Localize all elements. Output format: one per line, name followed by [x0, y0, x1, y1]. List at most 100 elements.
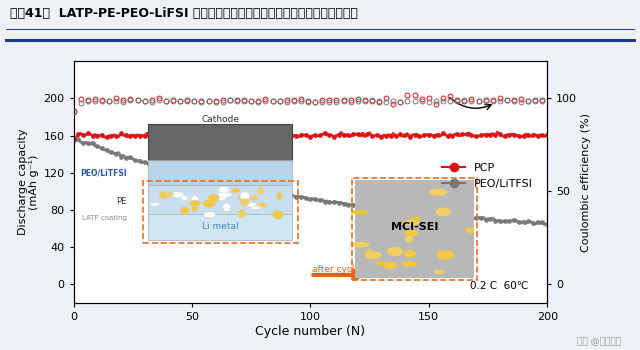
Y-axis label: Discharge capacity
(mAh g⁻¹): Discharge capacity (mAh g⁻¹)	[18, 129, 39, 235]
Point	[272, 190, 282, 196]
Point	[467, 133, 477, 138]
Point	[410, 210, 420, 215]
Point	[83, 131, 93, 136]
Point	[452, 214, 462, 219]
Point	[220, 181, 230, 187]
Point	[272, 131, 282, 137]
Point	[196, 131, 207, 137]
Point	[106, 149, 116, 155]
Point	[83, 141, 93, 146]
Point	[88, 140, 98, 145]
Point	[538, 132, 548, 138]
Point	[490, 133, 500, 138]
Point	[362, 205, 372, 211]
Point	[258, 188, 268, 193]
Point	[97, 132, 107, 138]
Point	[504, 133, 515, 138]
Point	[234, 132, 244, 138]
Point	[518, 219, 529, 224]
Point	[414, 134, 424, 139]
Point	[542, 221, 552, 227]
Point	[333, 132, 344, 138]
Point	[495, 132, 505, 137]
Point	[177, 133, 188, 138]
Point	[438, 213, 448, 218]
Point	[428, 133, 438, 139]
Point	[471, 133, 481, 139]
Point	[286, 133, 296, 139]
Point	[296, 195, 306, 200]
Point	[201, 133, 211, 139]
Point	[538, 219, 548, 225]
Point	[457, 215, 467, 220]
Point	[433, 132, 444, 138]
Point	[159, 134, 169, 139]
Point	[419, 211, 429, 217]
Point	[215, 134, 225, 139]
Point	[353, 203, 363, 208]
Point	[329, 134, 339, 140]
Point	[177, 171, 188, 176]
Point	[225, 132, 235, 138]
Point	[262, 190, 273, 195]
Point	[528, 220, 538, 226]
Point	[187, 172, 197, 177]
Point	[301, 195, 311, 201]
Point	[305, 197, 316, 202]
Point	[191, 173, 202, 178]
Point	[168, 167, 178, 173]
Point	[357, 202, 367, 208]
Point	[140, 160, 150, 165]
Point	[97, 146, 107, 151]
X-axis label: Cycle number (N): Cycle number (N)	[255, 324, 365, 337]
Point	[268, 191, 278, 197]
Point	[542, 132, 552, 138]
Point	[476, 215, 486, 221]
Point	[504, 218, 515, 224]
Point	[102, 147, 112, 153]
Point	[206, 176, 216, 182]
Point	[230, 182, 240, 188]
Point	[220, 131, 230, 137]
Point	[333, 200, 344, 205]
Point	[324, 199, 335, 205]
Point	[509, 132, 519, 137]
Point	[319, 199, 330, 204]
Point	[277, 192, 287, 197]
Point	[211, 178, 221, 184]
Point	[400, 132, 410, 138]
Point	[301, 132, 311, 138]
Point	[248, 132, 259, 138]
Point	[182, 171, 193, 177]
Point	[485, 217, 495, 222]
Point	[253, 187, 264, 193]
Point	[130, 158, 140, 163]
Point	[286, 193, 296, 198]
Point	[443, 214, 453, 219]
Point	[144, 132, 154, 138]
Point	[140, 133, 150, 139]
Point	[410, 132, 420, 138]
Point	[396, 209, 406, 214]
Point	[499, 133, 509, 139]
Point	[396, 131, 406, 137]
Point	[196, 175, 207, 181]
Point	[206, 132, 216, 138]
Point	[433, 213, 444, 218]
Point	[244, 185, 254, 190]
Point	[390, 133, 401, 139]
Point	[476, 132, 486, 138]
Point	[367, 133, 377, 139]
Point	[310, 196, 320, 202]
Point	[424, 210, 434, 216]
Point	[125, 155, 136, 160]
Text: 0.2 C  60℃: 0.2 C 60℃	[470, 281, 528, 290]
Point	[461, 215, 472, 220]
Point	[253, 132, 264, 138]
Point	[211, 133, 221, 139]
Point	[268, 133, 278, 139]
Point	[215, 180, 225, 186]
Point	[277, 133, 287, 139]
Point	[523, 218, 533, 224]
Point	[305, 134, 316, 139]
